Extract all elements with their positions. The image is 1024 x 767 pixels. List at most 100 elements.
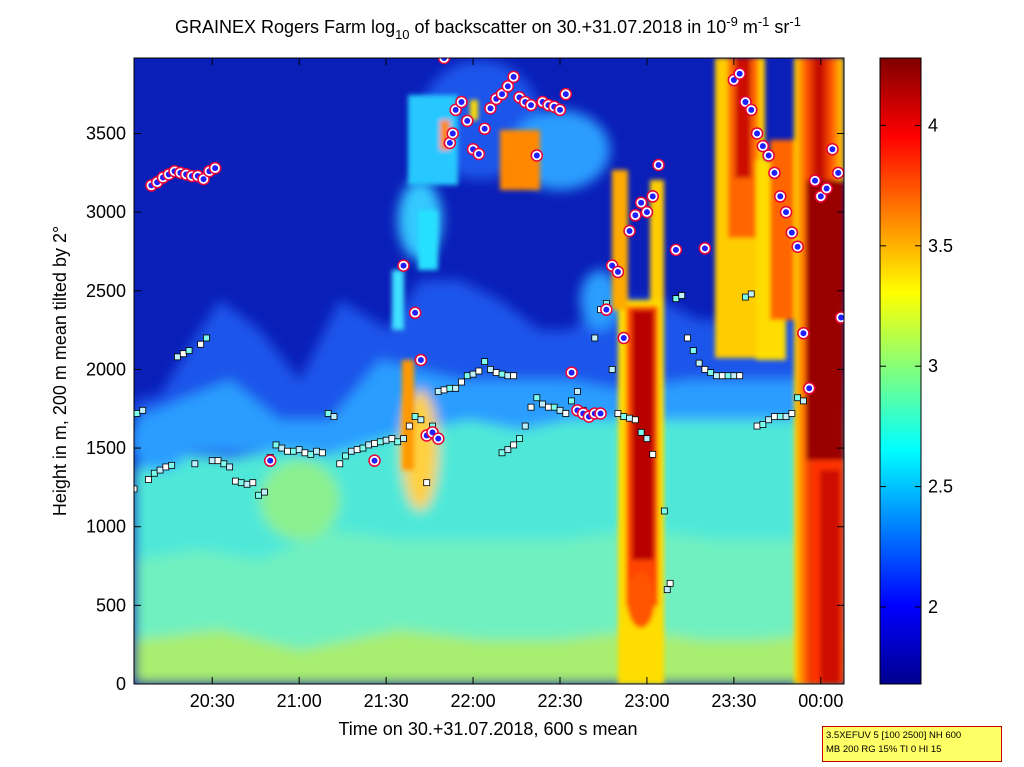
square-marker — [608, 366, 616, 373]
square-marker — [174, 353, 181, 361]
circle-marker-core — [528, 102, 535, 109]
square-marker — [365, 441, 373, 449]
x-tick-label: 23:00 — [624, 691, 669, 711]
plot-frame — [133, 57, 845, 685]
square-markers — [134, 290, 807, 594]
square-marker — [504, 446, 512, 454]
x-tick-label: 21:30 — [364, 691, 409, 711]
square-marker — [134, 410, 141, 417]
square-marker — [487, 366, 494, 373]
square-marker — [678, 292, 686, 299]
circle-marker-core — [701, 245, 708, 252]
circle-marker-core — [754, 130, 761, 137]
square-marker — [359, 444, 367, 452]
circle-marker-core — [475, 150, 482, 157]
circle-marker-core — [200, 176, 207, 183]
square-marker — [782, 413, 790, 421]
square-marker — [417, 416, 425, 424]
square-marker — [249, 479, 257, 487]
colorbar-tick-label: 3 — [928, 356, 938, 376]
circle-marker-core — [435, 435, 442, 442]
x-tick-label: 22:30 — [537, 691, 582, 711]
square-marker — [556, 406, 564, 414]
square-marker — [371, 439, 378, 447]
x-axis: 20:30 21:00 21:30 22:00 22:30 23:00 23:30 00:00 — [190, 58, 843, 711]
square-marker — [568, 397, 575, 405]
y-tick-label: 0 — [116, 674, 126, 694]
circle-marker-core — [655, 161, 662, 168]
colorbar-axis: 2 2.5 3 3.5 4 — [880, 115, 953, 617]
square-marker — [261, 488, 268, 496]
square-marker — [510, 372, 518, 380]
circle-marker-core — [777, 193, 784, 200]
circle-marker-core — [446, 139, 453, 146]
circle-marker-core — [783, 209, 790, 216]
square-marker — [545, 403, 552, 411]
square-marker — [272, 441, 280, 449]
square-marker — [382, 436, 390, 444]
square-marker — [533, 394, 541, 402]
square-marker — [208, 457, 216, 465]
square-marker — [666, 579, 674, 587]
square-marker — [463, 372, 471, 380]
square-marker — [411, 413, 419, 421]
circle-marker-core — [452, 106, 459, 113]
square-marker — [660, 507, 668, 515]
circle-marker-core — [835, 169, 842, 176]
circle-marker-core — [742, 99, 749, 106]
square-marker — [753, 422, 761, 430]
square-marker — [550, 403, 558, 411]
info-box: 3.5XEFUV 5 [100 2500] NH 600 MB 200 RG 1… — [822, 726, 1002, 762]
square-marker — [353, 446, 361, 454]
circle-marker-core — [487, 105, 494, 112]
circle-marker-core — [609, 262, 616, 269]
square-marker — [701, 366, 709, 373]
circle-marker-core — [417, 356, 424, 363]
square-marker — [347, 447, 355, 455]
square-marker — [226, 463, 234, 471]
square-marker — [776, 413, 784, 421]
square-marker — [504, 372, 512, 380]
circle-marker-core — [212, 165, 219, 172]
info-line-1: 3.5XEFUV 5 [100 2500] NH 600 — [826, 730, 962, 741]
square-marker — [313, 447, 320, 455]
circle-marker-core — [829, 146, 836, 153]
square-marker — [434, 388, 442, 395]
circle-marker-core — [481, 125, 488, 132]
square-marker — [376, 438, 384, 446]
square-marker — [203, 334, 210, 342]
square-marker — [324, 410, 332, 417]
circle-marker-core — [557, 106, 563, 113]
circle-marker-core — [643, 209, 650, 216]
circle-marker-core — [562, 91, 569, 98]
square-marker — [232, 477, 239, 485]
square-marker — [145, 476, 152, 483]
square-marker — [771, 413, 778, 421]
circle-marker-core — [632, 212, 639, 219]
y-tick-label: 1500 — [86, 438, 126, 458]
square-marker — [214, 457, 222, 465]
square-marker — [452, 384, 460, 392]
square-marker — [191, 460, 199, 468]
circle-marker-core — [838, 314, 844, 321]
square-marker — [718, 372, 726, 380]
square-marker — [156, 466, 164, 474]
circle-marker-core — [603, 306, 610, 313]
square-marker — [301, 449, 309, 457]
circle-marker-core — [504, 83, 511, 90]
square-marker — [168, 461, 176, 469]
square-marker — [388, 435, 396, 443]
square-marker — [179, 350, 187, 358]
circle-markers — [145, 58, 844, 467]
square-marker — [475, 367, 483, 375]
square-marker — [695, 359, 703, 367]
square-marker — [521, 422, 529, 430]
square-marker — [400, 435, 407, 443]
square-marker — [284, 447, 291, 455]
circle-marker-core — [736, 70, 743, 77]
circle-marker-core — [800, 330, 807, 337]
circle-marker-core — [412, 309, 419, 316]
square-marker — [237, 479, 245, 487]
square-marker — [626, 414, 633, 422]
